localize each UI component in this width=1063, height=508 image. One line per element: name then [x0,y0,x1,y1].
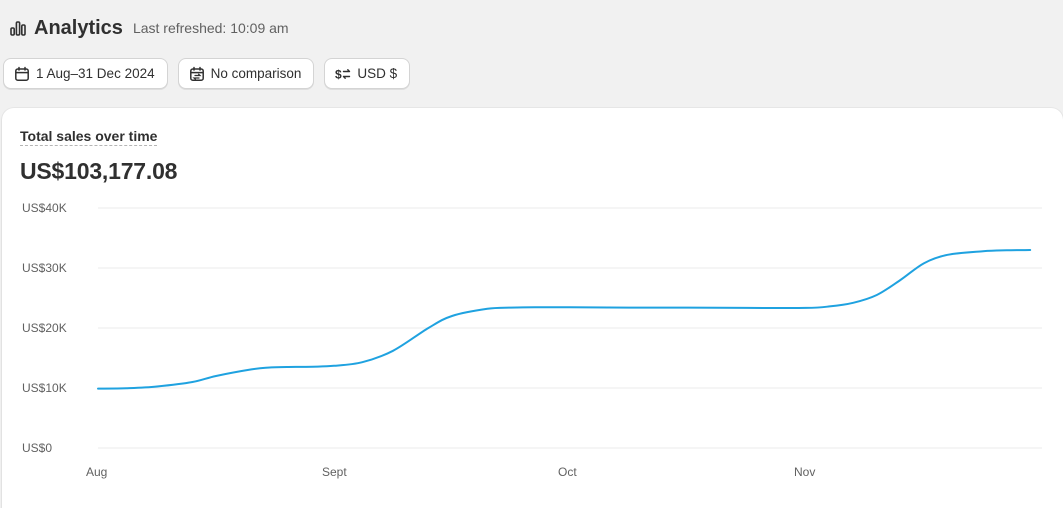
page-header: Analytics Last refreshed: 10:09 am [10,14,289,42]
comparison-button[interactable]: No comparison [177,58,315,89]
page-title: Analytics [34,16,123,39]
line-chart: US$0 US$10K US$20K US$30K US$40K Aug Sept Oct N… [22,201,1042,479]
y-axis: US$0 US$10K US$20K US$30K US$40K [22,201,67,455]
x-tick-label: Oct [558,465,577,479]
sales-series-line[interactable] [97,249,1032,390]
x-axis: Aug Sept Oct Nov [86,465,815,479]
y-tick-label: US$0 [22,441,52,455]
comparison-label: No comparison [210,66,302,81]
y-tick-label: US$20K [22,321,67,335]
series-layer [97,249,1032,390]
currency-label: USD $ [357,66,398,81]
sales-chart-card: Total sales over time US$103,177.08 US$0… [2,108,1063,508]
gridlines [98,207,1042,449]
y-tick-label: US$10K [22,381,67,395]
metric-title[interactable]: Total sales over time [20,128,158,146]
filter-toolbar: 1 Aug–31 Dec 2024 No comparison $ USD $ [3,58,411,89]
x-tick-label: Nov [794,465,815,479]
last-refreshed-text: Last refreshed: 10:09 am [132,20,289,36]
svg-text:$: $ [335,67,342,81]
x-tick-label: Sept [322,465,347,479]
currency-exchange-icon: $ [335,66,351,82]
date-range-label: 1 Aug–31 Dec 2024 [36,66,155,81]
metric-value: US$103,177.08 [20,158,178,184]
y-tick-label: US$40K [22,201,67,215]
calendar-icon [14,66,30,82]
date-range-button[interactable]: 1 Aug–31 Dec 2024 [3,58,168,89]
x-tick-label: Aug [86,465,107,479]
calendar-compare-icon [189,66,205,82]
bar-chart-icon [10,20,26,36]
y-tick-label: US$30K [22,261,67,275]
currency-button[interactable]: $ USD $ [324,58,411,89]
